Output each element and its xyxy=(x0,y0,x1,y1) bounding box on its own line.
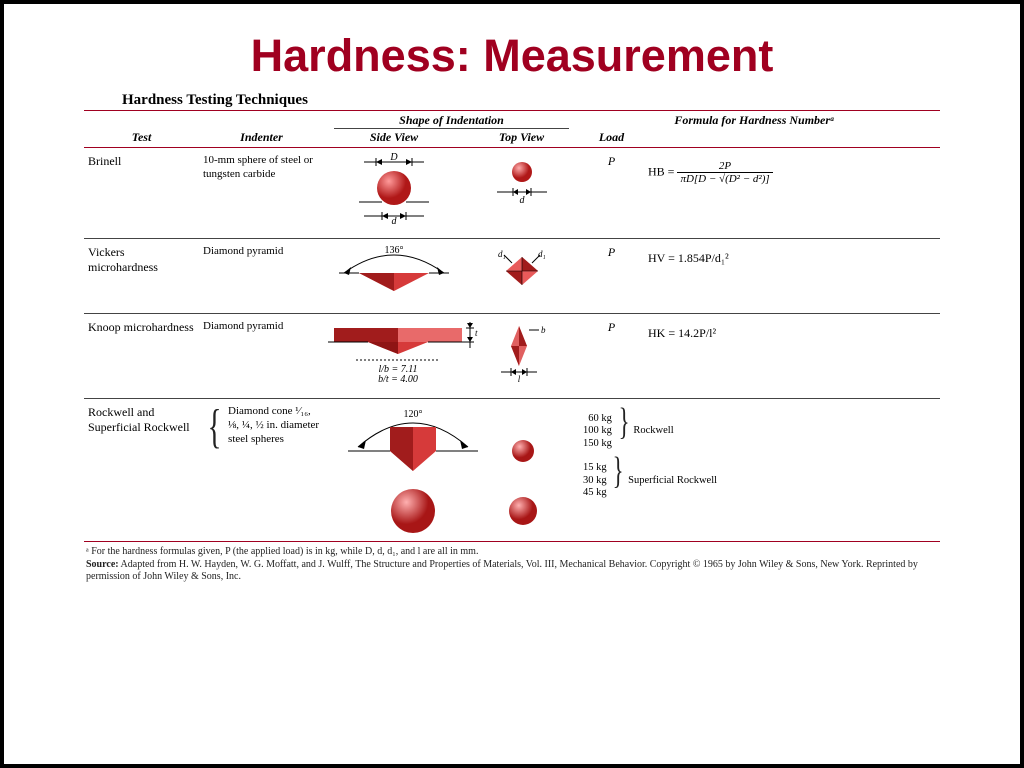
vickers-side-icon: 136° xyxy=(329,245,459,295)
brace-icon: { xyxy=(208,405,222,539)
rockwell-loads: 60 kg 100 kg 150 kg } Rockwell 15 kg 30 … xyxy=(579,405,864,539)
svg-text:b/t = 4.00: b/t = 4.00 xyxy=(378,374,418,385)
col-load: Load xyxy=(579,130,644,145)
col-shape-group: Shape of Indentation xyxy=(334,113,569,129)
svg-text:d: d xyxy=(392,216,398,227)
source-label: Source: xyxy=(86,559,119,570)
rockwell-indenter-text: Diamond cone ¹⁄₁₆, ⅛, ¼, ½ in. diameter … xyxy=(228,405,320,539)
brinell-side-icon: D d xyxy=(334,154,454,226)
brinell-fraction: 2P πD[D − √(D² − d²)] xyxy=(677,160,772,185)
col-side: Side View xyxy=(324,130,464,145)
svg-text:d₁: d₁ xyxy=(538,249,546,259)
knoop-formula: HK = 14.2P/l² xyxy=(644,320,864,392)
brinell-side-diagram: D d xyxy=(324,154,464,232)
row-rockwell: Rockwell and Superficial Rockwell { Diam… xyxy=(84,398,940,541)
load-100: 100 kg xyxy=(583,425,612,438)
knoop-test: Knoop microhardness xyxy=(84,320,199,392)
rockwell-label-a: Rockwell xyxy=(633,425,673,438)
brinell-load: P xyxy=(579,154,644,232)
vickers-top-diagram: d₁ d₁ xyxy=(464,245,579,307)
load-15: 15 kg xyxy=(583,462,607,475)
vickers-formula: HV = 1.854P/d₁² xyxy=(644,245,864,307)
svg-text:d₁: d₁ xyxy=(498,249,506,259)
brinell-num: 2P xyxy=(677,160,772,173)
page-title: Hardness: Measurement xyxy=(44,30,980,82)
knoop-top-icon: b l xyxy=(477,320,567,380)
brinell-top-diagram: d xyxy=(464,154,579,232)
brinell-formula: HB = 2P πD[D − √(D² − d²)] xyxy=(644,154,864,232)
knoop-load: P xyxy=(579,320,644,392)
slide-frame: Hardness: Measurement Hardness Testing T… xyxy=(0,0,1024,768)
rockwell-loads-a: 60 kg 100 kg 150 kg } Rockwell xyxy=(583,405,860,450)
header-row-1: Shape of Indentation Formula for Hardnes… xyxy=(84,111,940,130)
footnote: ᵃ For the hardness formulas given, P (th… xyxy=(86,546,938,584)
row-brinell: Brinell 10-mm sphere of steel or tungste… xyxy=(84,148,940,238)
brinell-test: Brinell xyxy=(84,154,199,232)
knoop-side-diagram: t l/b = 7.11 b/t = 4.00 xyxy=(324,320,464,392)
knoop-top-diagram: b l xyxy=(464,320,579,392)
svg-text:d: d xyxy=(519,195,525,206)
svg-text:136°: 136° xyxy=(385,245,404,256)
row-knoop: Knoop microhardness Diamond pyramid t l/… xyxy=(84,313,940,398)
rockwell-loads-b: 15 kg 30 kg 45 kg } Superficial Rockwell xyxy=(583,454,860,499)
knoop-indenter: Diamond pyramid xyxy=(199,320,324,392)
bottom-rule xyxy=(84,541,940,542)
header-row-2: Test Indenter Side View Top View Load xyxy=(84,130,940,147)
load-45: 45 kg xyxy=(583,487,607,500)
load-30: 30 kg xyxy=(583,475,607,488)
brace-right-icon: } xyxy=(618,405,629,439)
techniques-table: Hardness Testing Techniques Shape of Ind… xyxy=(84,92,940,542)
load-60: 60 kg xyxy=(583,413,612,426)
col-test: Test xyxy=(84,130,199,145)
vickers-test: Vickers microhardness xyxy=(84,245,199,307)
vickers-load: P xyxy=(579,245,644,307)
svg-text:D: D xyxy=(389,152,398,163)
rockwell-test: Rockwell and Superficial Rockwell xyxy=(84,405,199,539)
load-150: 150 kg xyxy=(583,438,612,451)
brinell-formula-lhs: HB = xyxy=(648,164,677,178)
vickers-indenter: Diamond pyramid xyxy=(199,245,324,307)
brinell-indenter: 10-mm sphere of steel or tungsten carbid… xyxy=(199,154,324,232)
col-top: Top View xyxy=(464,130,579,145)
rockwell-icon: 120° xyxy=(328,405,578,535)
rockwell-diagrams: 120° xyxy=(324,405,579,539)
svg-text:120°: 120° xyxy=(404,409,423,420)
footnote-a: ᵃ For the hardness formulas given, P (th… xyxy=(86,546,938,559)
vickers-side-diagram: 136° xyxy=(324,245,464,307)
knoop-side-icon: t l/b = 7.11 b/t = 4.00 xyxy=(328,320,478,384)
brinell-den: πD[D − √(D² − d²)] xyxy=(677,173,772,185)
rockwell-label-b: Superficial Rockwell xyxy=(628,475,717,488)
rockwell-indenter: { Diamond cone ¹⁄₁₆, ⅛, ¼, ½ in. diamete… xyxy=(199,405,324,539)
svg-text:l: l xyxy=(517,374,520,384)
col-formula: Formula for Hardness Numberᵃ xyxy=(644,111,864,130)
row-vickers: Vickers microhardness Diamond pyramid 13… xyxy=(84,238,940,313)
vickers-top-icon: d₁ d₁ xyxy=(482,245,562,295)
brinell-top-icon: d xyxy=(477,154,567,214)
footnote-source: Source: Adapted from H. W. Hayden, W. G.… xyxy=(86,559,938,584)
table-title: Hardness Testing Techniques xyxy=(122,92,940,109)
source-text: Adapted from H. W. Hayden, W. G. Moffatt… xyxy=(86,559,918,583)
col-indenter: Indenter xyxy=(199,130,324,145)
svg-text:b: b xyxy=(541,325,546,335)
brace-right-icon-2: } xyxy=(613,454,624,488)
